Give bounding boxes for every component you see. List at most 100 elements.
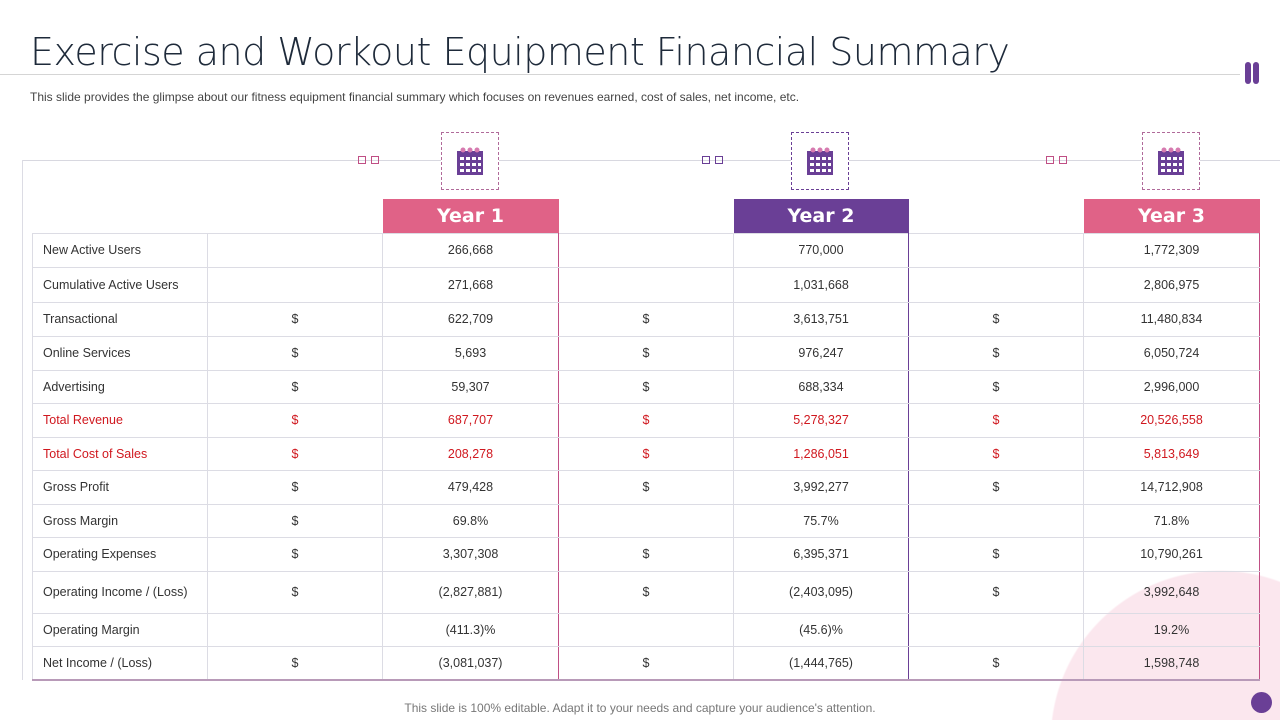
- row-label: New Active Users: [32, 232, 208, 268]
- currency-symbol: [558, 503, 734, 538]
- year-3-value: 2,996,000: [1083, 369, 1260, 404]
- currency-symbol: $: [207, 645, 383, 681]
- year-2-value: (1,444,765): [733, 645, 909, 681]
- year-2-value: 6,395,371: [733, 536, 909, 572]
- timeline-line: [22, 160, 1280, 161]
- decorative-dot: [1251, 692, 1272, 713]
- table-row: Advertising $59,307 $688,334 $2,996,000: [32, 369, 1260, 404]
- currency-symbol: $: [908, 436, 1084, 471]
- year-3-value: 71.8%: [1083, 503, 1260, 538]
- financial-summary-table: Year 1 Year 2 Year 3 New Active Users 266…: [32, 199, 1260, 681]
- timeline-vertical-line: [22, 160, 23, 680]
- year-1-value: 622,709: [382, 301, 559, 337]
- year-2-header: Year 2: [733, 199, 909, 233]
- row-label: Total Revenue: [32, 402, 208, 438]
- year-1-value: (411.3)%: [382, 612, 559, 647]
- row-label: Total Cost of Sales: [32, 436, 208, 471]
- currency-symbol: $: [207, 469, 383, 505]
- currency-symbol: $: [207, 570, 383, 614]
- year-3-value: 6,050,724: [1083, 335, 1260, 371]
- currency-symbol: $: [558, 301, 734, 337]
- divider: [0, 74, 1240, 75]
- row-label: Operating Income / (Loss): [32, 570, 208, 614]
- row-label: Transactional: [32, 301, 208, 337]
- year-1-value: 479,428: [382, 469, 559, 505]
- year-2-value: 75.7%: [733, 503, 909, 538]
- currency-symbol: $: [558, 536, 734, 572]
- currency-symbol: $: [558, 645, 734, 681]
- row-label: Gross Profit: [32, 469, 208, 505]
- square-marker-icon: [358, 156, 366, 164]
- square-marker-icon: [371, 156, 379, 164]
- year-2-value: 1,031,668: [733, 266, 909, 303]
- currency-symbol: $: [207, 436, 383, 471]
- currency-symbol: $: [908, 469, 1084, 505]
- year-3-value: 3,992,648: [1083, 570, 1260, 614]
- currency-symbol: [908, 612, 1084, 647]
- currency-symbol: $: [558, 402, 734, 438]
- currency-symbol: $: [207, 369, 383, 404]
- year-2-value: (2,403,095): [733, 570, 909, 614]
- year-3-value: 1,772,309: [1083, 232, 1260, 268]
- currency-symbol: $: [558, 570, 734, 614]
- currency-symbol: [558, 612, 734, 647]
- year-2-value: 3,992,277: [733, 469, 909, 505]
- year-1-value: 271,668: [382, 266, 559, 303]
- currency-symbol: [558, 232, 734, 268]
- page-title: Exercise and Workout Equipment Financial…: [30, 30, 1010, 74]
- year-1-value: (2,827,881): [382, 570, 559, 614]
- table-row: Operating Expenses $3,307,308 $6,395,371 $1…: [32, 536, 1260, 572]
- currency-symbol: [558, 266, 734, 303]
- subtitle: This slide provides the glimpse about ou…: [30, 90, 800, 104]
- logo-bar-icon: [1253, 62, 1259, 84]
- table-row: New Active Users 266,668 770,000 1,772,309: [32, 232, 1260, 268]
- year-1-value: 69.8%: [382, 503, 559, 538]
- row-label: Gross Margin: [32, 503, 208, 538]
- row-label: Online Services: [32, 335, 208, 371]
- currency-symbol: $: [908, 402, 1084, 438]
- footer-note: This slide is 100% editable. Adapt it to…: [404, 701, 876, 715]
- year-1-value: 208,278: [382, 436, 559, 471]
- currency-symbol: $: [908, 645, 1084, 681]
- currency-symbol: [908, 266, 1084, 303]
- year-2-value: (45.6)%: [733, 612, 909, 647]
- year-2-value: 1,286,051: [733, 436, 909, 471]
- currency-symbol: [207, 232, 383, 268]
- currency-symbol: [207, 266, 383, 303]
- table-row: Operating Income / (Loss) $ (2,827,881) $ (2…: [32, 570, 1260, 614]
- row-label: Operating Expenses: [32, 536, 208, 572]
- calendar-icon: [441, 132, 499, 190]
- currency-symbol: [908, 232, 1084, 268]
- square-marker-icon: [702, 156, 710, 164]
- year-1-value: 59,307: [382, 369, 559, 404]
- table-row: Gross Profit $479,428 $3,992,277 $14,712,90…: [32, 469, 1260, 505]
- calendar-icon: [791, 132, 849, 190]
- currency-symbol: $: [558, 469, 734, 505]
- currency-symbol: $: [908, 536, 1084, 572]
- row-label: Advertising: [32, 369, 208, 404]
- year-3-value: 10,790,261: [1083, 536, 1260, 572]
- currency-symbol: $: [908, 570, 1084, 614]
- calendar-icon: [1142, 132, 1200, 190]
- square-marker-icon: [1059, 156, 1067, 164]
- year-3-value: 14,712,908: [1083, 469, 1260, 505]
- logo-bar-icon: [1245, 62, 1251, 84]
- year-3-value: 2,806,975: [1083, 266, 1260, 303]
- table-row: Transactional $622,709 $3,613,751 $11,480,8…: [32, 301, 1260, 337]
- table-row: Gross Margin $69.8% 75.7% 71.8%: [32, 503, 1260, 538]
- currency-symbol: $: [207, 402, 383, 438]
- year-3-value: 11,480,834: [1083, 301, 1260, 337]
- year-1-value: 266,668: [382, 232, 559, 268]
- year-2-value: 770,000: [733, 232, 909, 268]
- year-3-value: 20,526,558: [1083, 402, 1260, 438]
- currency-symbol: $: [908, 301, 1084, 337]
- currency-symbol: [207, 612, 383, 647]
- table-row: Total Revenue $687,707 $5,278,327 $20,526,5…: [32, 402, 1260, 438]
- row-label: Operating Margin: [32, 612, 208, 647]
- currency-symbol: $: [207, 536, 383, 572]
- currency-symbol: [908, 503, 1084, 538]
- year-2-value: 3,613,751: [733, 301, 909, 337]
- currency-symbol: $: [207, 335, 383, 371]
- currency-symbol: $: [207, 301, 383, 337]
- table-row: Online Services $5,693 $976,247 $6,050,724: [32, 335, 1260, 371]
